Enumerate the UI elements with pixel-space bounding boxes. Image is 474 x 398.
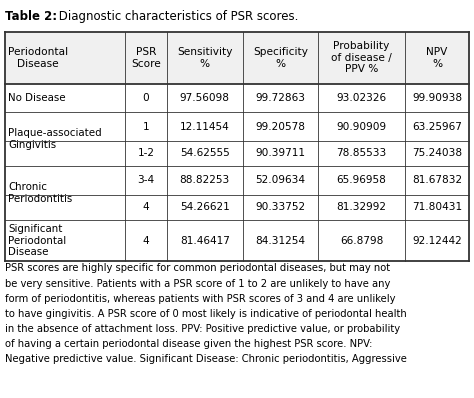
Text: 12.11454: 12.11454 [180, 121, 230, 132]
Bar [5, 32, 469, 84]
Text: 90.33752: 90.33752 [255, 202, 305, 212]
Text: in the absence of attachment loss. PPV: Positive predictive value, or probabilit: in the absence of attachment loss. PPV: … [5, 324, 400, 334]
Text: 99.20578: 99.20578 [255, 121, 305, 132]
Text: 92.12442: 92.12442 [412, 236, 462, 246]
Text: 54.26621: 54.26621 [180, 202, 230, 212]
Text: 4: 4 [143, 236, 149, 246]
Text: 0: 0 [143, 93, 149, 103]
Text: 75.24038: 75.24038 [412, 148, 462, 158]
Text: Plaque-associated
Gingivitis: Plaque-associated Gingivitis [8, 128, 102, 150]
Text: 3-4: 3-4 [137, 175, 155, 185]
Text: Negative predictive value. Significant Disease: Chronic periodontitis, Aggressiv: Negative predictive value. Significant D… [5, 354, 407, 364]
Text: form of periodontitis, whereas patients with PSR scores of 3 and 4 are unlikely: form of periodontitis, whereas patients … [5, 294, 395, 304]
Text: 88.82253: 88.82253 [180, 175, 230, 185]
Text: Periodontal
Disease: Periodontal Disease [8, 47, 68, 68]
Text: 54.62555: 54.62555 [180, 148, 230, 158]
Text: 65.96958: 65.96958 [337, 175, 386, 185]
Text: Diagnostic characteristics of PSR scores.: Diagnostic characteristics of PSR scores… [55, 10, 299, 23]
Text: 1-2: 1-2 [137, 148, 155, 158]
Text: Probability
of disease /
PPV %: Probability of disease / PPV % [331, 41, 392, 74]
Text: NPV
%: NPV % [427, 47, 448, 68]
Text: 66.8798: 66.8798 [340, 236, 383, 246]
Text: PSR scores are highly specific for common periodontal diseases, but may not: PSR scores are highly specific for commo… [5, 263, 390, 273]
Text: 71.80431: 71.80431 [412, 202, 462, 212]
Text: 99.90938: 99.90938 [412, 93, 462, 103]
Text: of having a certain periodontal disease given the highest PSR score. NPV:: of having a certain periodontal disease … [5, 339, 372, 349]
Text: PSR
Score: PSR Score [131, 47, 161, 68]
Text: 1: 1 [143, 121, 149, 132]
Text: 52.09634: 52.09634 [255, 175, 305, 185]
Text: Significant
Periodontal
Disease: Significant Periodontal Disease [8, 224, 66, 257]
Text: 81.67832: 81.67832 [412, 175, 462, 185]
Text: 81.32992: 81.32992 [337, 202, 386, 212]
Text: Specificity
%: Specificity % [253, 47, 308, 68]
Text: 78.85533: 78.85533 [337, 148, 387, 158]
Text: 81.46417: 81.46417 [180, 236, 230, 246]
Text: 63.25967: 63.25967 [412, 121, 462, 132]
Text: 93.02326: 93.02326 [337, 93, 387, 103]
Text: 90.39711: 90.39711 [255, 148, 305, 158]
Text: 99.72863: 99.72863 [255, 93, 305, 103]
Text: Chronic
Periodontitis: Chronic Periodontitis [8, 182, 73, 204]
Text: 97.56098: 97.56098 [180, 93, 230, 103]
Text: No Disease: No Disease [8, 93, 66, 103]
Text: be very sensitive. Patients with a PSR score of 1 to 2 are unlikely to have any: be very sensitive. Patients with a PSR s… [5, 279, 390, 289]
Text: 84.31254: 84.31254 [255, 236, 305, 246]
Text: Table 2:: Table 2: [5, 10, 57, 23]
Text: to have gingivitis. A PSR score of 0 most likely is indicative of periodontal he: to have gingivitis. A PSR score of 0 mos… [5, 309, 407, 319]
Text: Sensitivity
%: Sensitivity % [177, 47, 233, 68]
Text: 90.90909: 90.90909 [337, 121, 387, 132]
Text: 4: 4 [143, 202, 149, 212]
